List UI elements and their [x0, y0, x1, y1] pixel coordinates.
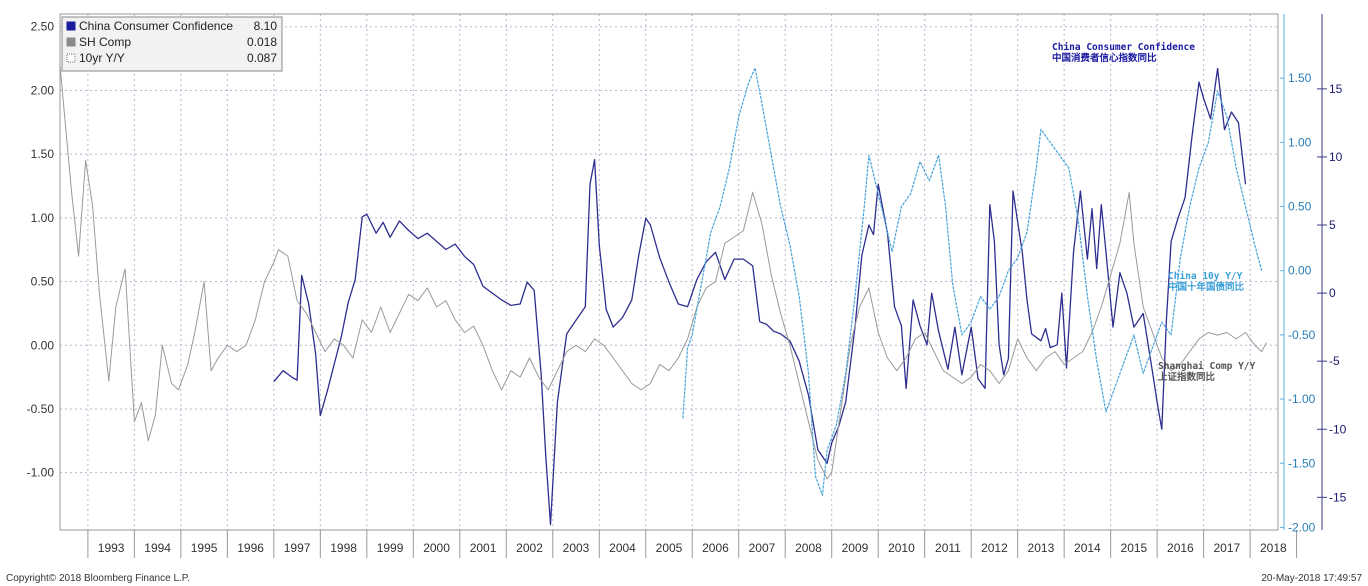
legend-value: 0.087: [247, 51, 277, 65]
y-left-tick-label: 0.00: [31, 338, 55, 352]
y-mid-tick-label: 0.00: [1288, 264, 1312, 278]
x-tick-label: 1994: [144, 541, 171, 555]
x-tick-label: 2012: [981, 541, 1008, 555]
plot-frame: [59, 13, 1279, 531]
y-right-tick-label: 0: [1329, 286, 1336, 300]
x-tick-label: 2003: [563, 541, 590, 555]
x-tick-label: 2013: [1028, 541, 1055, 555]
legend-label: SH Comp: [79, 35, 131, 49]
legend-label: China Consumer Confidence: [79, 19, 233, 33]
x-tick-label: 1999: [377, 541, 404, 555]
x-tick-label: 2004: [609, 541, 636, 555]
y-mid-tick-label: -0.50: [1288, 328, 1316, 342]
x-tick-label: 2000: [423, 541, 450, 555]
y-mid-tick-label: -1.50: [1288, 456, 1316, 470]
x-tick-label: 2001: [470, 541, 497, 555]
y-mid-tick-label: -2.00: [1288, 520, 1316, 534]
y-left-tick-label: 1.50: [31, 147, 55, 161]
y-left-tick-label: -0.50: [27, 402, 55, 416]
annotation-china-10y-en: China 10y Y/Y: [1168, 271, 1243, 282]
y-right-tick-label: 15: [1329, 82, 1343, 96]
y-mid-tick-label: -1.00: [1288, 392, 1316, 406]
legend-label: 10yr Y/Y: [79, 51, 125, 65]
annotation-consumer-confidence-zh: 中国消费者信心指数同比: [1052, 52, 1157, 64]
y-left-tick-label: 2.00: [31, 83, 55, 97]
y-left-tick-label: 2.50: [31, 20, 55, 34]
x-tick-label: 2008: [795, 541, 822, 555]
series-line-china-consumer-confidence: [273, 67, 1247, 526]
copyright-text: Copyright© 2018 Bloomberg Finance L.P.: [6, 573, 190, 584]
y-left-tick-label: 0.50: [31, 275, 55, 289]
x-tick-label: 2014: [1074, 541, 1101, 555]
annotation-china-10y-zh: 中国十年国债同比: [1168, 281, 1245, 293]
x-tick-label: 1997: [284, 541, 311, 555]
series-lines: [59, 64, 1267, 526]
series-line-sh-comp: [59, 64, 1267, 480]
y-mid-tick-label: 1.50: [1288, 71, 1312, 85]
x-tick-label: 1998: [330, 541, 357, 555]
x-tick-label: 2007: [749, 541, 776, 555]
legend-swatch: [66, 37, 76, 47]
annotation-shanghai-comp-zh: 上证指数同比: [1158, 371, 1216, 383]
x-tick-label: 1993: [98, 541, 125, 555]
annotation-shanghai-comp-en: Shanghai Comp Y/Y: [1158, 361, 1256, 372]
y-right-tick-label: -15: [1329, 490, 1347, 504]
y-right-tick-label: -10: [1329, 422, 1347, 436]
y-left-tick-label: -1.00: [27, 466, 55, 480]
series-line-10yr-y-y: [682, 67, 1263, 496]
axes: 2.50 2.00 1.50 1.00 0.50 0.00 -0.50 -1.00 1993 19…: [27, 13, 1347, 558]
y-right-tick-label: 5: [1329, 218, 1336, 232]
legend-box: [61, 16, 283, 72]
legend-value: 0.018: [247, 35, 277, 49]
x-tick-label: 2005: [656, 541, 683, 555]
legend-swatch: [66, 53, 76, 63]
y-left-tick-label: 1.00: [31, 211, 55, 225]
y-right-tick-label: 10: [1329, 150, 1343, 164]
timestamp-text: 20-May-2018 17:49:57: [1261, 573, 1362, 584]
x-tick-label: 1996: [237, 541, 264, 555]
x-tick-label: 2018: [1260, 541, 1287, 555]
x-tick-label: 2002: [516, 541, 543, 555]
x-tick-label: 2010: [888, 541, 915, 555]
x-tick-label: 1995: [191, 541, 218, 555]
x-tick-label: 2006: [702, 541, 729, 555]
x-tick-label: 2017: [1214, 541, 1241, 555]
y-right-tick-label: -5: [1329, 354, 1340, 368]
legend: China Consumer Confidence 8.10 SH Comp 0.01…: [61, 16, 283, 72]
x-tick-label: 2016: [1167, 541, 1194, 555]
legend-swatch: [66, 21, 76, 31]
legend-value: 8.10: [254, 19, 278, 33]
grid-lines: [60, 14, 1278, 530]
annotation-consumer-confidence-en: China Consumer Confidence: [1052, 42, 1195, 53]
y-mid-tick-label: 0.50: [1288, 200, 1312, 214]
x-tick-label: 2011: [935, 541, 961, 555]
y-mid-tick-label: 1.00: [1288, 135, 1312, 149]
x-tick-label: 2009: [842, 541, 869, 555]
x-tick-label: 2015: [1121, 541, 1148, 555]
